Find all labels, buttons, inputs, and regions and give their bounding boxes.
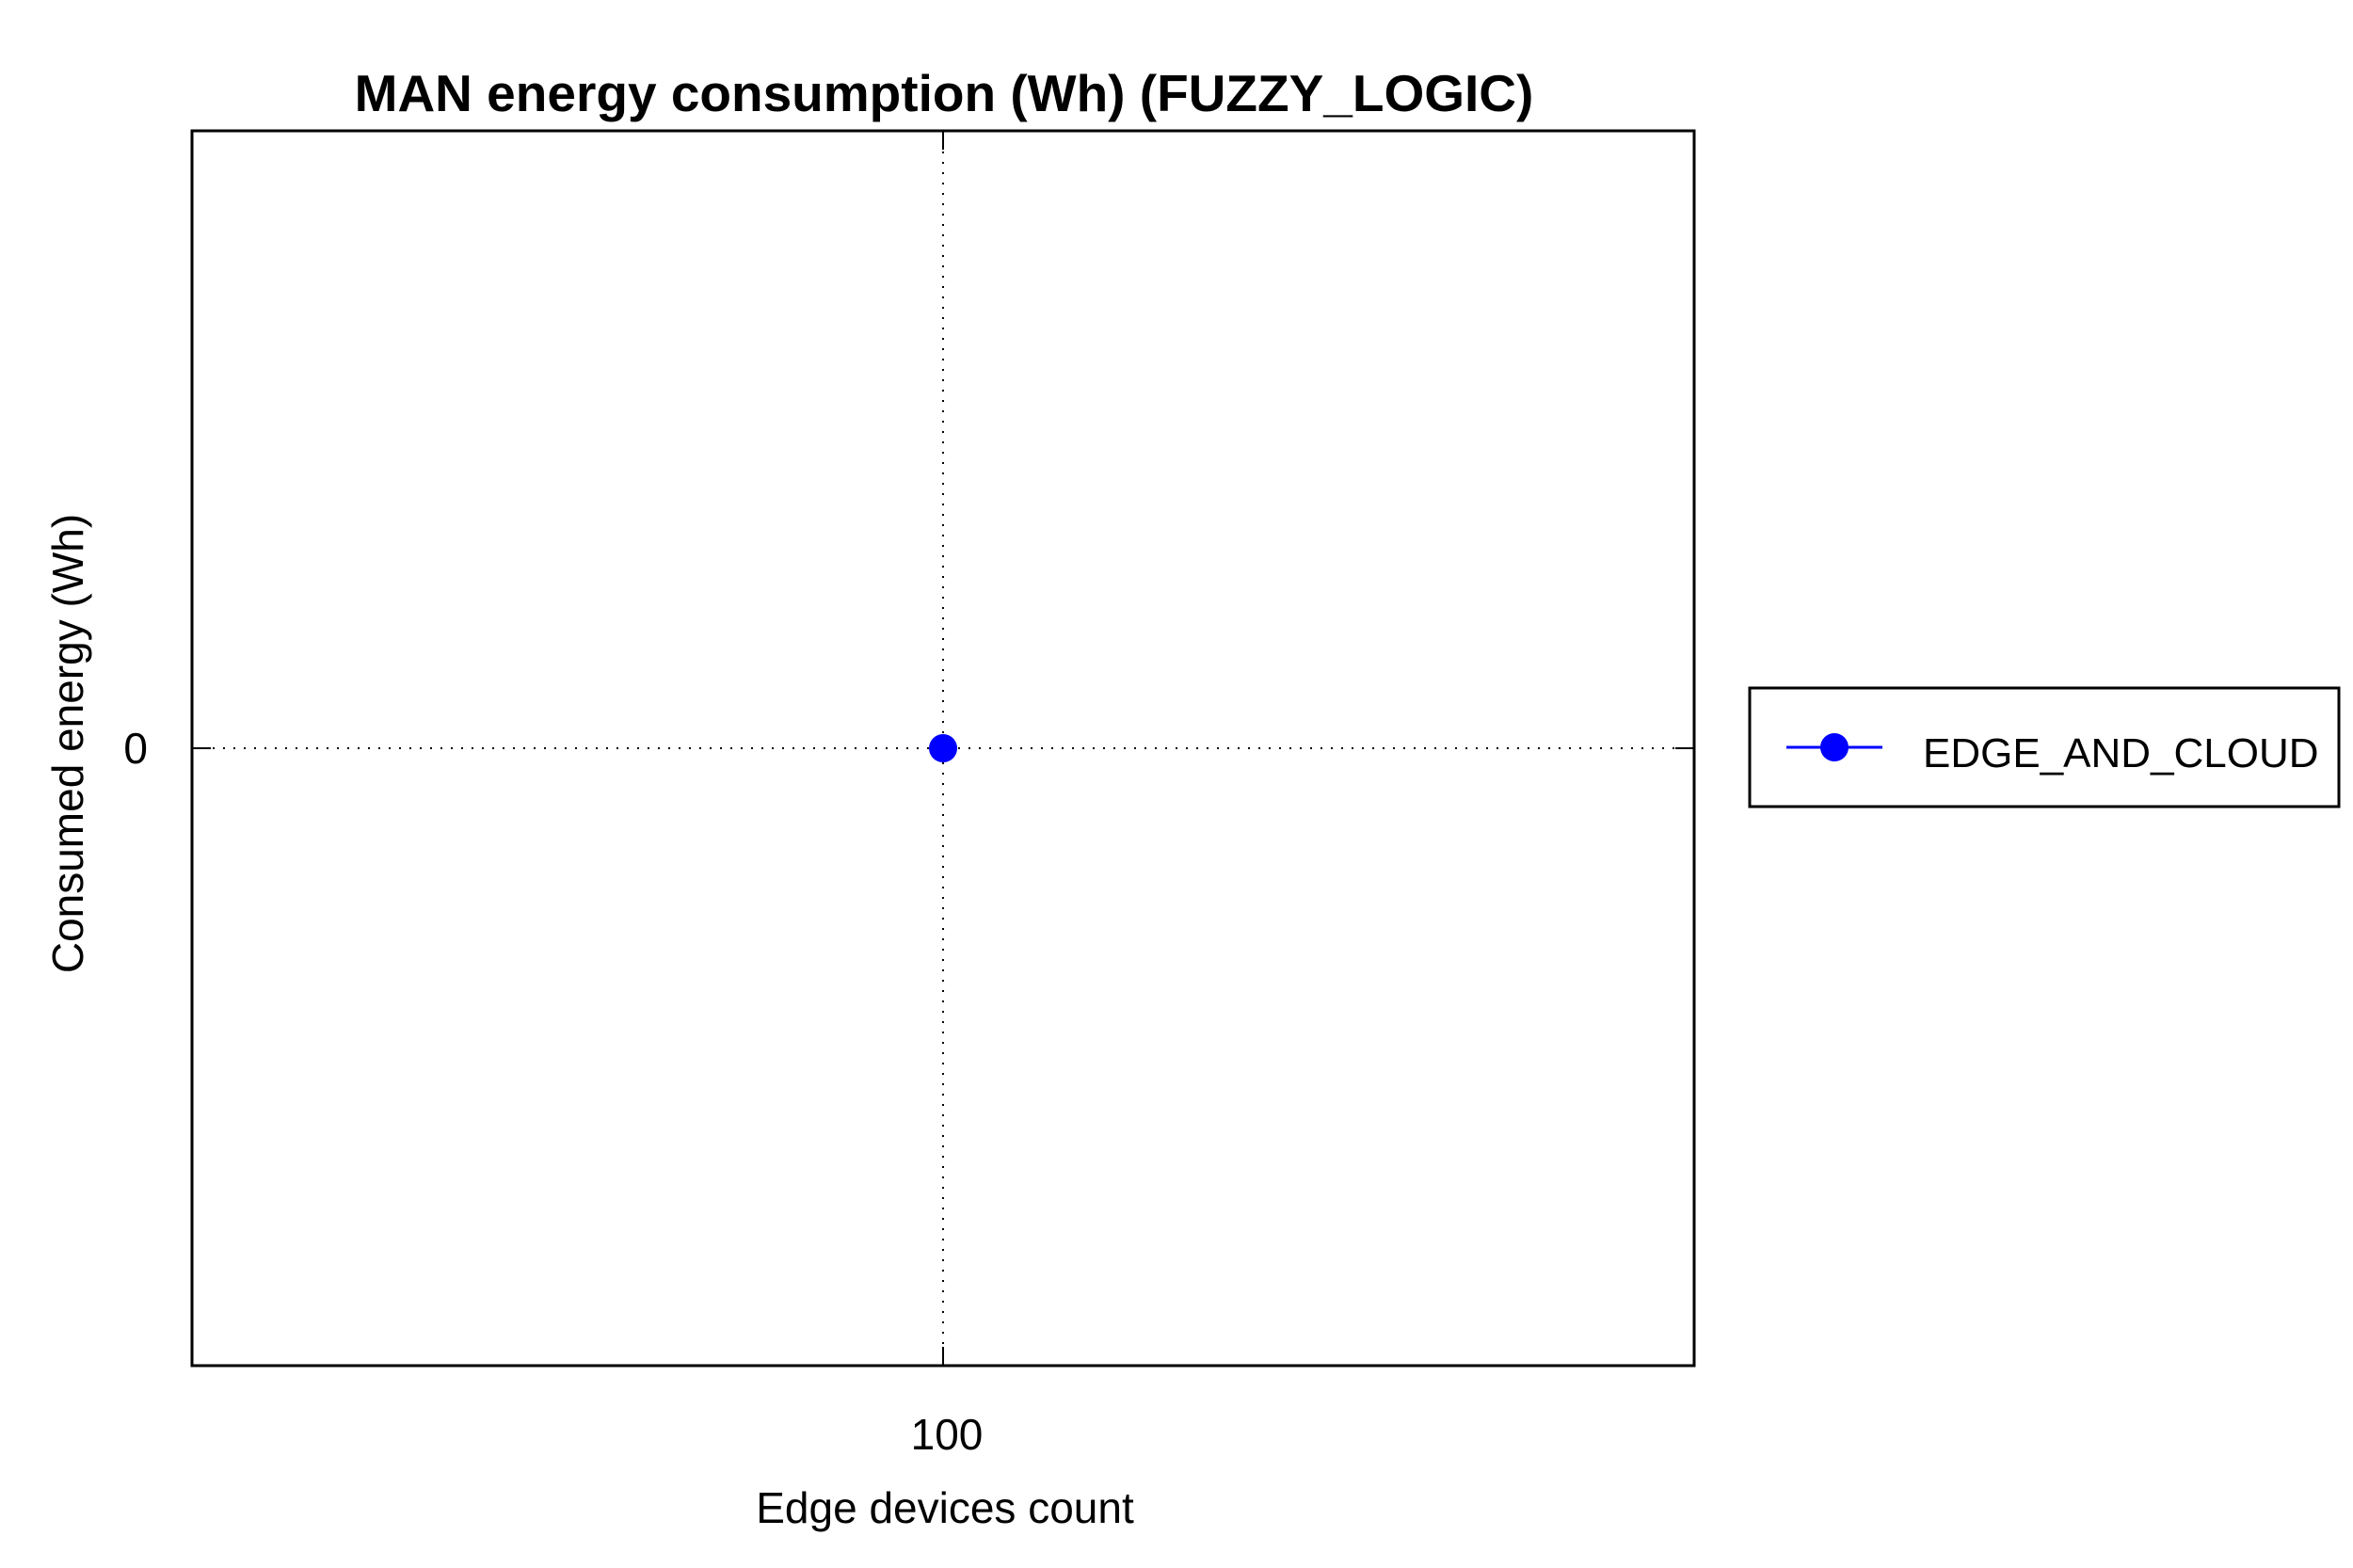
axis-ticks — [192, 131, 1694, 1366]
grid-lines — [192, 131, 1694, 1366]
tick-labels: 100 0 — [123, 724, 983, 1459]
data-series — [929, 734, 957, 762]
legend: EDGE_AND_CLOUD — [1748, 686, 2341, 808]
y-axis-label: Consumed energy (Wh) — [43, 514, 92, 973]
x-tick-label: 100 — [911, 1410, 984, 1459]
y-tick-label: 0 — [123, 724, 148, 773]
legend-marker — [1820, 733, 1849, 761]
x-axis-label: Edge devices count — [756, 1483, 1134, 1532]
legend-label: EDGE_AND_CLOUD — [1923, 730, 2319, 776]
data-point — [929, 734, 957, 762]
chart-title: MAN energy consumption (Wh) (FUZZY_LOGIC… — [355, 64, 1534, 122]
